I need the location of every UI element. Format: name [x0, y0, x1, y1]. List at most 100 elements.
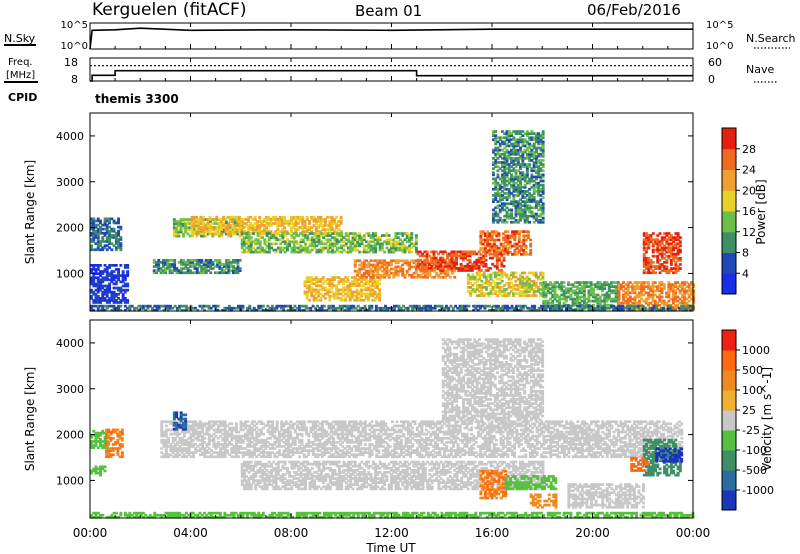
heatmap-cell [523, 148, 527, 152]
heatmap-cell [451, 271, 454, 275]
heatmap-cell [338, 246, 341, 250]
heatmap-cell [649, 265, 653, 268]
heatmap-cell [117, 238, 120, 241]
heatmap-cell [492, 187, 495, 191]
heatmap-cell [394, 269, 398, 273]
heatmap-cell [228, 218, 232, 221]
heatmap-cell [426, 259, 430, 263]
heatmap-cell [326, 278, 330, 281]
heatmap-cell [500, 269, 504, 272]
heatmap-cell [541, 179, 545, 183]
heatmap-cell [244, 222, 248, 225]
heatmap-cell [642, 281, 646, 284]
heatmap-cell [514, 181, 518, 185]
heatmap-cell [252, 246, 255, 250]
heatmap-cell [282, 306, 286, 310]
heatmap-cell [521, 190, 525, 193]
heatmap-cell [399, 242, 402, 246]
heatmap-cell [92, 266, 96, 269]
heatmap-cell [254, 238, 258, 242]
heatmap-cell [252, 240, 255, 244]
heatmap-cell [331, 250, 335, 254]
heatmap-cell [523, 210, 527, 214]
heatmap-cell [369, 267, 373, 271]
heatmap-cell [241, 306, 245, 310]
heatmap-cell [211, 263, 215, 266]
heatmap-cell [114, 301, 118, 304]
heatmap-cell [487, 284, 491, 287]
heatmap-cell [164, 443, 168, 446]
heatmap-cell [503, 169, 507, 173]
heatmap-cell [319, 230, 323, 233]
heatmap-cell [503, 157, 507, 160]
heatmap-cell [412, 259, 416, 263]
heatmap-cell [676, 248, 680, 252]
heatmap-cell [108, 242, 111, 245]
heatmap-cell [401, 273, 405, 277]
heatmap-cell [486, 240, 490, 244]
heatmap-cell [310, 280, 314, 283]
heatmap-cell [112, 306, 116, 310]
heatmap-cell [510, 138, 513, 142]
heatmap-cell [658, 295, 662, 299]
heatmap-cell [265, 246, 269, 250]
heatmap-cell [495, 267, 499, 270]
heatmap-cell [258, 240, 262, 244]
heatmap-cell [479, 269, 483, 272]
heatmap-cell [549, 281, 552, 284]
heatmap-cell [498, 167, 502, 170]
heatmap-cell [412, 261, 416, 265]
heatmap-cell [335, 296, 339, 300]
heatmap-cell [539, 154, 543, 158]
heatmap-cell [460, 304, 464, 308]
heatmap-cell [537, 187, 541, 191]
heatmap-cell [101, 284, 105, 288]
heatmap-cell [371, 282, 375, 286]
heatmap-cell [546, 289, 550, 293]
heatmap-cell [189, 259, 192, 262]
heatmap-cell [488, 242, 492, 246]
heatmap-cell [580, 281, 584, 284]
heatmap-cell [292, 240, 296, 244]
heatmap-cell [333, 222, 336, 225]
heatmap-cell [312, 294, 316, 298]
heatmap-cell [648, 308, 652, 312]
heatmap-cell [647, 287, 650, 291]
heatmap-cell [493, 244, 496, 248]
heatmap-cell [222, 228, 226, 232]
heatmap-cell [272, 236, 276, 239]
heatmap-cell [319, 278, 323, 281]
heatmap-cell [298, 306, 301, 310]
heatmap-cell [369, 280, 372, 283]
heatmap-cell [512, 177, 516, 181]
heatmap-cell [479, 260, 483, 264]
heatmap-cell [286, 244, 289, 248]
heatmap-cell [452, 260, 456, 264]
heatmap-cell [103, 217, 107, 221]
heatmap-cell [528, 154, 532, 158]
heatmap-cell [297, 250, 301, 254]
heatmap-cell [170, 259, 174, 262]
heatmap-cell [530, 132, 534, 135]
heatmap-cell [379, 308, 383, 312]
heatmap-cell [337, 288, 341, 292]
heatmap-cell [231, 222, 235, 225]
heatmap-cell [202, 271, 206, 275]
heatmap-cell [96, 231, 100, 235]
heatmap-cell [532, 187, 536, 191]
heatmap-cell [500, 294, 504, 297]
heatmap-cell [201, 222, 205, 225]
heatmap-cell [603, 295, 607, 299]
heatmap-cell [522, 240, 526, 244]
heatmap-cell [285, 220, 289, 223]
heatmap-cell [209, 259, 213, 262]
heatmap-cell [283, 215, 287, 219]
heatmap-cell [328, 224, 332, 227]
heatmap-cell [182, 226, 185, 230]
heatmap-cell [261, 308, 265, 312]
heatmap-cell [514, 218, 518, 222]
heatmap-cell [508, 251, 512, 254]
heatmap-cell [281, 234, 285, 237]
heatmap-cell [369, 259, 373, 263]
heatmap-cell [674, 299, 678, 303]
